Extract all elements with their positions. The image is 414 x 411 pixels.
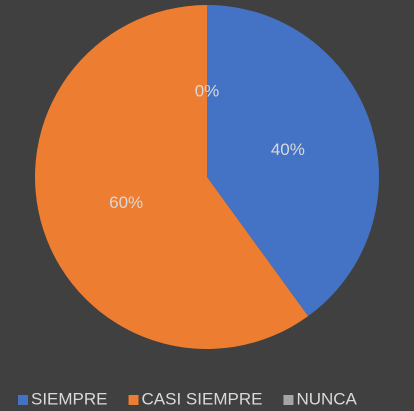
pie-slice	[34, 5, 309, 350]
legend-swatch	[128, 395, 139, 405]
pie-slice	[207, 5, 379, 317]
data-label: 40%	[271, 140, 305, 159]
data-label: 60%	[109, 193, 143, 212]
legend-label: NUNCA	[296, 389, 357, 408]
legend-swatch	[283, 395, 294, 405]
legend-label: SIEMPRE	[31, 389, 108, 408]
legend-swatch	[18, 395, 28, 405]
data-label: 0%	[195, 81, 220, 100]
legend-label: CASI SIEMPRE	[142, 389, 263, 408]
